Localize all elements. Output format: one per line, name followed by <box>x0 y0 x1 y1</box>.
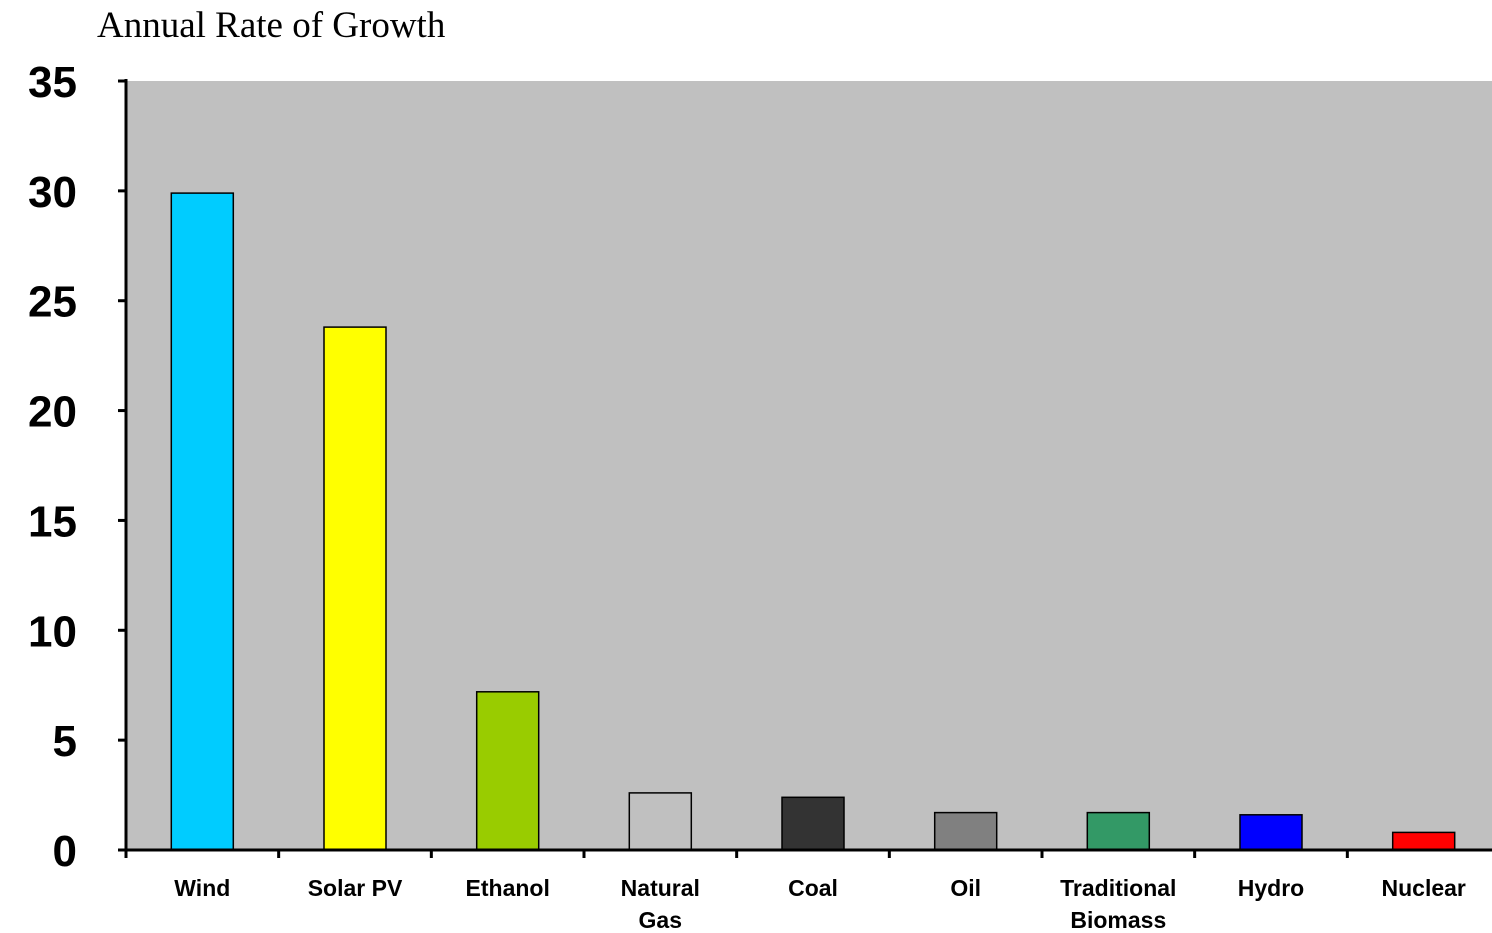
y-tick-label: 15 <box>28 497 77 546</box>
bar-oil <box>933 811 998 851</box>
bar-hydro <box>1239 814 1303 851</box>
x-tick-label: Oil <box>950 875 981 901</box>
bar-natural-gas <box>628 792 693 851</box>
y-tick-label: 10 <box>28 607 77 656</box>
labels-layer: 0 5 10 15 20 25 30 35 Wind Solar PV Ethanol Natural… <box>28 58 1466 933</box>
bar-solar-pv <box>323 326 387 851</box>
bar-traditional-biomass <box>1086 811 1151 851</box>
x-tick-label: Solar PV <box>308 875 403 901</box>
axes-layer <box>118 79 1492 858</box>
x-tick-label: Wind <box>174 875 230 901</box>
chart-title: Annual Rate of Growth <box>97 5 446 46</box>
x-tick-label: Hydro <box>1238 875 1304 901</box>
bar-wind <box>170 192 235 851</box>
bar-nuclear <box>1391 831 1456 851</box>
x-tick-label: Ethanol <box>466 875 550 901</box>
y-tick-label: 0 <box>53 827 77 876</box>
x-tick-label: Natural <box>621 875 700 901</box>
x-tick-label: Biomass <box>1070 907 1166 933</box>
y-tick-label: 25 <box>28 278 77 327</box>
x-tick-label: Coal <box>788 875 838 901</box>
x-tick-label: Gas <box>639 907 682 933</box>
y-tick-label: 20 <box>28 388 77 437</box>
bar-coal <box>781 796 845 851</box>
x-tick-label: Nuclear <box>1382 875 1466 901</box>
bar-ethanol <box>475 691 540 851</box>
x-tick-label: Traditional <box>1060 875 1176 901</box>
y-tick-label: 35 <box>28 58 77 107</box>
y-tick-label: 5 <box>53 717 77 766</box>
y-tick-label: 30 <box>28 168 77 217</box>
bars-layer <box>170 192 1456 851</box>
